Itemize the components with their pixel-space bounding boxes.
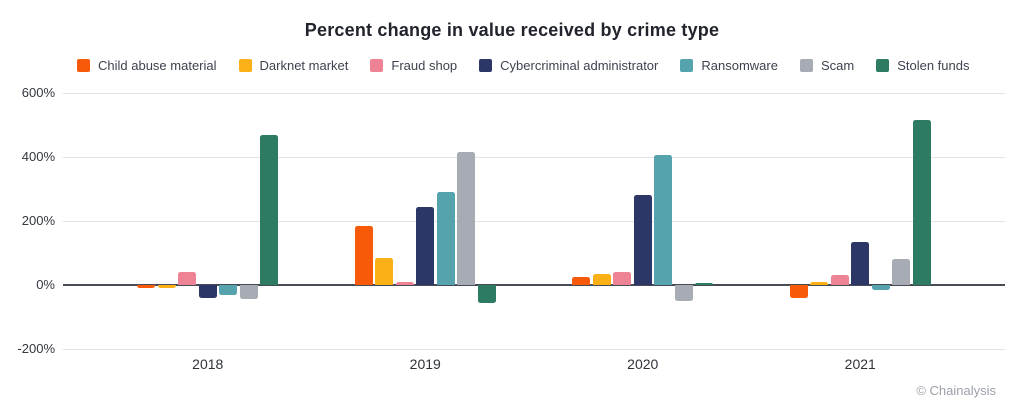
legend-label: Cybercriminal administrator	[500, 57, 659, 73]
bar-2018-child-abuse-material[interactable]	[137, 285, 156, 289]
bar-2020-darknet-market[interactable]	[592, 273, 611, 285]
bar-2021-scam[interactable]	[892, 259, 911, 285]
y-axis-labels: 600% 400% 200% 0% -200%	[0, 85, 55, 356]
gridline	[63, 157, 1005, 158]
legend-swatch-icon	[680, 58, 694, 72]
legend-item-cybercriminal-administrator[interactable]: Cybercriminal administrator	[479, 58, 658, 73]
bar-2020-scam[interactable]	[674, 285, 693, 301]
bar-2021-darknet-market[interactable]	[810, 281, 829, 285]
legend-item-ransomware[interactable]: Ransomware	[680, 58, 778, 73]
legend-item-stolen-funds[interactable]: Stolen funds	[876, 58, 969, 73]
legend-label: Fraud shop	[391, 57, 458, 73]
x-tick-label-2018: 2018	[192, 356, 224, 372]
bar-2018-cybercriminal-administrator[interactable]	[198, 285, 217, 298]
legend-swatch-icon	[479, 58, 493, 72]
legend-item-child-abuse-material[interactable]: Child abuse material	[77, 58, 217, 73]
bar-2018-scam[interactable]	[239, 285, 258, 300]
legend-label: Stolen funds	[897, 57, 970, 73]
zero-axis-line	[63, 284, 1005, 286]
y-tick-label: 600%	[21, 85, 55, 100]
chart-legend: Child abuse material Darknet market Fraud …	[77, 56, 969, 74]
legend-label: Child abuse material	[98, 57, 217, 73]
chart-title: Percent change in value received by crim…	[304, 20, 720, 40]
legend-item-scam[interactable]: Scam	[799, 57, 855, 73]
bar-2021-stolen-funds[interactable]	[912, 120, 931, 285]
bar-2020-cybercriminal-administrator[interactable]	[633, 195, 652, 285]
legend-swatch-icon	[77, 58, 90, 72]
bar-2018-stolen-funds[interactable]	[260, 134, 279, 285]
bar-2019-scam[interactable]	[457, 152, 476, 285]
legend-item-fraud-shop[interactable]: Fraud shop	[370, 58, 457, 73]
y-tick-label: 0%	[36, 277, 55, 292]
y-tick-label: 200%	[21, 213, 55, 228]
x-axis-labels: 2018 2019 2020 2021	[63, 356, 1005, 374]
bar-2021-cybercriminal-administrator[interactable]	[851, 241, 870, 285]
bar-2021-fraud-shop[interactable]	[830, 275, 849, 285]
gridline	[63, 349, 1005, 350]
legend-swatch-icon	[799, 58, 813, 72]
bar-2019-child-abuse-material[interactable]	[354, 225, 373, 285]
bar-2020-child-abuse-material[interactable]	[572, 277, 591, 285]
y-tick-label: 400%	[21, 149, 55, 164]
bar-2018-fraud-shop[interactable]	[178, 272, 197, 285]
x-tick-label-2020: 2020	[627, 356, 659, 372]
bar-2018-ransomware[interactable]	[219, 285, 238, 295]
bar-2019-cybercriminal-administrator[interactable]	[416, 206, 435, 285]
bar-2019-darknet-market[interactable]	[375, 257, 394, 285]
bar-2019-ransomware[interactable]	[436, 192, 455, 285]
bar-2020-ransomware[interactable]	[654, 155, 673, 285]
gridline	[63, 93, 1005, 94]
bar-2019-fraud-shop[interactable]	[395, 282, 414, 285]
plot-area	[63, 93, 1005, 350]
gridline	[63, 221, 1005, 222]
legend-label: Ransomware	[701, 57, 778, 73]
legend-label: Scam	[820, 57, 855, 73]
bar-2018-darknet-market[interactable]	[157, 285, 176, 289]
legend-swatch-icon	[238, 58, 252, 72]
legend-item-darknet-market[interactable]: Darknet market	[238, 57, 349, 73]
bar-2020-fraud-shop[interactable]	[613, 272, 632, 285]
bar-2021-ransomware[interactable]	[871, 285, 890, 290]
x-tick-label-2021: 2021	[844, 356, 876, 372]
x-tick-label-2019: 2019	[409, 356, 441, 372]
legend-label: Darknet market	[259, 57, 349, 73]
legend-swatch-icon	[876, 58, 890, 72]
y-tick-label: -200%	[17, 341, 55, 356]
bar-2021-child-abuse-material[interactable]	[789, 285, 808, 298]
legend-swatch-icon	[370, 58, 384, 72]
copyright-text: © Chainalysis	[916, 383, 996, 398]
bar-2020-stolen-funds[interactable]	[695, 283, 714, 285]
bar-2019-stolen-funds[interactable]	[477, 285, 496, 303]
